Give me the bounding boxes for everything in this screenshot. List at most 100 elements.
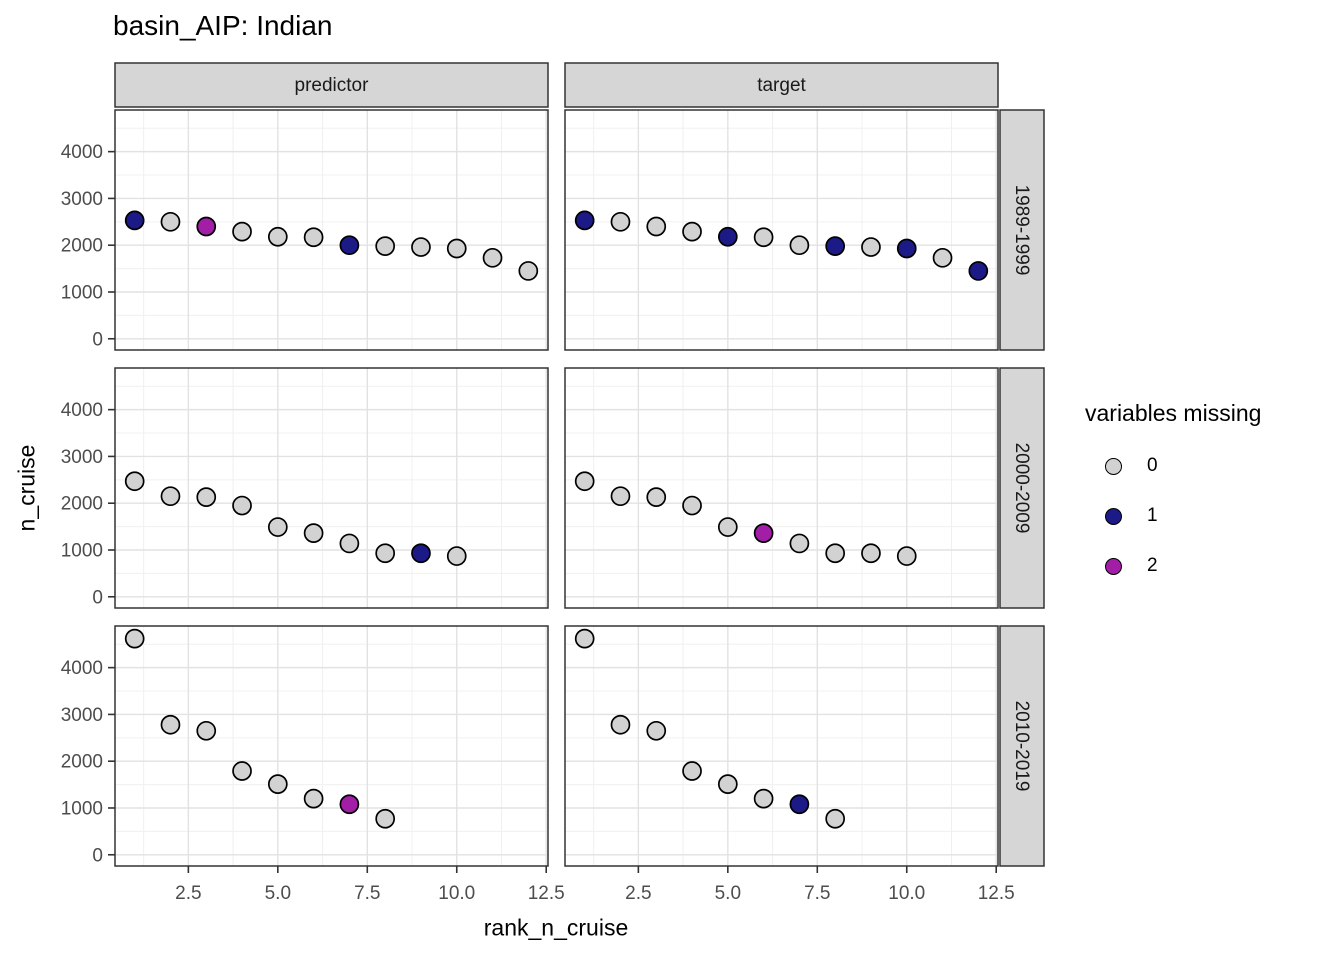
data-point [303, 788, 324, 809]
data-point [610, 486, 631, 507]
data-point [896, 238, 917, 259]
x-tick-label: 2.5 [625, 883, 651, 904]
y-tick-label: 2000 [61, 752, 103, 773]
data-point [196, 720, 217, 741]
data-point [267, 517, 288, 537]
facet-row-label-2010-2019: 2010-2019 [1011, 701, 1032, 792]
data-point [375, 808, 396, 829]
data-point [610, 211, 631, 232]
data-point [196, 216, 217, 237]
data-point [682, 761, 702, 781]
data-point [574, 471, 595, 492]
panel-border-predictor-2010-2019 [114, 625, 549, 867]
y-tick-label: 4000 [61, 142, 103, 163]
legend-key-circle [1105, 557, 1122, 575]
facet-row-label-2000-2009: 2000-2009 [1011, 443, 1032, 534]
data-point [518, 261, 539, 281]
data-point [124, 210, 145, 231]
data-point [446, 546, 467, 566]
legend-items: 0 1 2 [1085, 455, 1335, 577]
data-point [682, 221, 702, 242]
data-point [932, 247, 953, 268]
legend: variables missing 0 1 2 [1085, 400, 1335, 605]
y-tick-label: 3000 [61, 189, 103, 210]
x-tick-label: 5.0 [715, 883, 741, 904]
y-axis-title: n_cruise [13, 444, 40, 532]
data-point [411, 543, 431, 564]
panel-border-target-2010-2019 [564, 625, 999, 867]
x-tick-label: 7.5 [804, 883, 830, 904]
data-point [160, 714, 181, 735]
data-point [160, 486, 181, 507]
facet-col-label-predictor: predictor [295, 75, 370, 96]
facet-row-strip-2000-2009 [999, 367, 1045, 609]
y-tick-label: 3000 [61, 705, 103, 726]
facet-row-label-1989-1999: 1989-1999 [1011, 185, 1032, 276]
panel-border-predictor-1989-1999 [114, 109, 549, 351]
legend-key-circle [1105, 507, 1122, 525]
y-tick-label: 2000 [61, 494, 103, 515]
y-tick-label: 3000 [61, 447, 103, 468]
data-point [717, 517, 738, 537]
data-point [968, 261, 989, 281]
data-point [646, 487, 667, 507]
x-axis-title: rank_n_cruise [483, 914, 629, 941]
data-point [789, 533, 810, 554]
y-tick-label: 1000 [61, 282, 103, 303]
data-point [446, 238, 467, 259]
data-point [789, 235, 810, 256]
legend-item-label: 2 [1147, 555, 1158, 576]
facet-col-strip-target [564, 62, 999, 108]
data-point [232, 761, 252, 781]
data-point [646, 720, 667, 741]
panel-border-predictor-2000-2009 [114, 367, 549, 609]
panel-bg-predictor-2000-2009 [115, 368, 548, 608]
data-point [825, 236, 846, 256]
data-point [339, 235, 360, 256]
data-point [482, 247, 503, 268]
data-point [232, 221, 252, 242]
data-point [610, 714, 631, 735]
data-point [267, 774, 288, 794]
data-point [753, 788, 774, 809]
x-tick-label: 10.0 [888, 883, 925, 904]
panel-bg-target-2010-2019 [565, 626, 998, 866]
data-point [160, 211, 181, 232]
data-point [375, 543, 396, 564]
data-point [861, 237, 881, 257]
data-point [789, 794, 810, 815]
data-point [574, 628, 595, 649]
y-tick-label: 4000 [61, 658, 103, 679]
legend-key-circle [1105, 457, 1122, 475]
panel-border-target-1989-1999 [564, 109, 999, 351]
data-point [339, 533, 360, 554]
x-tick-label: 12.5 [978, 883, 1015, 904]
y-tick-label: 0 [92, 845, 103, 866]
facet-row-strip-1989-1999 [999, 109, 1045, 351]
data-point [124, 471, 145, 492]
panel-border-target-2000-2009 [564, 367, 999, 609]
y-tick-label: 4000 [61, 400, 103, 421]
facet-col-strip-predictor [114, 62, 549, 108]
facet-col-label-target: target [757, 75, 806, 96]
data-point [753, 523, 774, 543]
y-tick-label: 1000 [61, 540, 103, 561]
data-point [339, 794, 360, 815]
x-tick-label: 7.5 [354, 883, 380, 904]
data-point [896, 546, 917, 566]
data-point [825, 808, 846, 829]
data-point [267, 226, 288, 247]
x-tick-label: 12.5 [528, 883, 565, 904]
data-point [717, 774, 738, 794]
y-tick-label: 0 [92, 587, 103, 608]
data-point [303, 523, 324, 543]
facet-row-strip-2010-2019 [999, 625, 1045, 867]
y-tick-label: 0 [92, 329, 103, 350]
panel-bg-target-1989-1999 [565, 110, 998, 350]
plot-title: basin_AIP: Indian [113, 10, 333, 41]
data-point [861, 543, 881, 564]
x-tick-label: 5.0 [265, 883, 291, 904]
data-point [411, 237, 431, 257]
